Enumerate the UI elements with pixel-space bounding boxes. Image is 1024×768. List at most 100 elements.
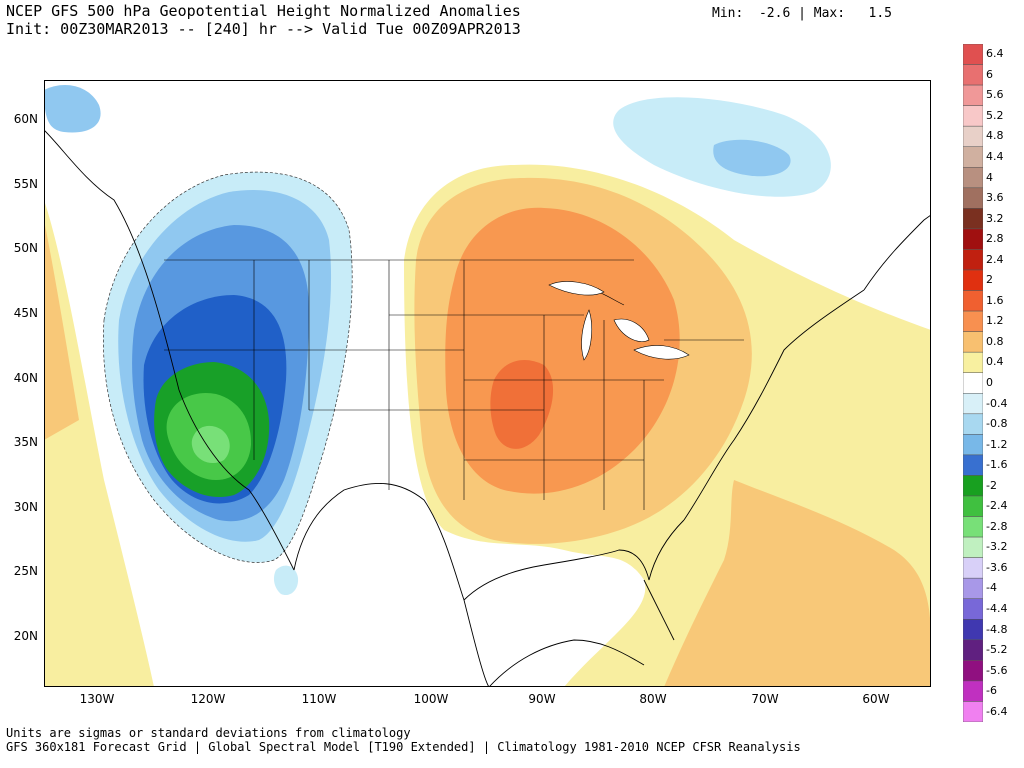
colorbar-swatch [963,372,983,394]
title-line-2: Init: 00Z30MAR2013 -- [240] hr --> Valid… [6,20,521,38]
colorbar-label: -4.4 [986,602,1008,615]
lat-label: 40N [13,371,38,385]
colorbar-swatch [963,516,983,538]
colorbar-label: 6 [986,67,993,81]
colorbar-swatch [963,495,983,517]
colorbar-swatch [963,290,983,312]
colorbar-label: -4 [986,581,997,595]
colorbar-label: 2.4 [986,252,1004,266]
positive-anomaly-west-strip [44,200,154,687]
colorbar-label: 3.2 [986,211,1004,225]
lon-label: 90W [528,692,556,706]
negative-anomaly-nw-patch [44,85,101,133]
footer-source-note: GFS 360x181 Forecast Grid | Global Spect… [6,740,801,754]
footer-units-note: Units are sigmas or standard deviations … [6,726,411,740]
colorbar-label: -1.2 [986,437,1008,451]
colorbar-swatch [963,125,983,147]
lon-label: 80W [639,692,667,706]
lat-label: 20N [13,629,38,643]
colorbar-label: 5.6 [986,88,1004,102]
colorbar-label: -2.4 [986,499,1008,513]
colorbar-label: -3.2 [986,540,1008,554]
negative-anomaly-ne-core [713,139,791,177]
colorbar-swatch [963,84,983,106]
colorbar-label: -0.8 [986,417,1008,431]
colorbar-label: -2.8 [986,519,1008,533]
great-lakes [548,281,690,361]
colorbar-label: 3.6 [986,191,1004,205]
lat-label: 30N [13,500,38,514]
colorbar-label: 1.6 [986,293,1004,307]
colorbar-label: 6.4 [986,47,1004,61]
lat-label: 45N [13,306,38,320]
colorbar-label: -3.6 [986,560,1008,574]
colorbar-label: -5.2 [986,643,1008,657]
colorbar-label: 1.2 [986,314,1004,328]
lat-label: 25N [13,564,38,578]
colorbar-label: -1.6 [986,458,1008,472]
colorbar-swatch [963,228,983,250]
colorbar-label: 0.4 [986,355,1004,369]
colorbar-swatch [963,393,983,415]
colorbar-label: 2 [986,273,993,287]
colorbar-label: -4.8 [986,622,1008,636]
colorbar-swatch [963,351,983,373]
colorbar-label: 5.2 [986,108,1004,122]
colorbar-swatch [963,64,983,86]
anomaly-map [44,80,931,687]
colorbar-swatch [963,167,983,189]
positive-anomaly-0.8-west [44,220,79,440]
colorbar-swatch [963,44,983,65]
colorbar-swatch [963,598,983,620]
colorbar-swatch [963,536,983,558]
negative-anomaly-baja-patch [273,565,299,596]
colorbar-swatch [963,577,983,599]
colorbar-swatch [963,639,983,661]
colorbar-swatch [963,208,983,230]
colorbar-swatch [963,557,983,579]
lon-label: 70W [751,692,779,706]
colorbar-swatch [963,680,983,702]
colorbar-swatch [963,249,983,271]
lon-label: 100W [413,692,449,706]
colorbar [963,44,983,722]
colorbar-label: -2 [986,478,997,492]
colorbar-swatch [963,475,983,497]
lat-label: 50N [13,241,38,255]
state-borders [164,259,744,510]
lat-label: 60N [13,112,38,126]
negative-contour-dashed [103,171,353,563]
colorbar-swatch [963,660,983,682]
coastlines [44,129,931,687]
colorbar-label: 4.8 [986,129,1004,143]
colorbar-swatch [963,310,983,332]
lon-label: 110W [301,692,337,706]
colorbar-swatch [963,269,983,291]
positive-anomaly-0.8-atlantic [664,480,931,687]
colorbar-label: 0 [986,376,993,389]
colorbar-label: 2.8 [986,232,1004,246]
title-line-1: NCEP GFS 500 hPa Geopotential Height Nor… [6,2,521,20]
colorbar-swatch [963,187,983,209]
lon-label: 60W [862,692,890,706]
colorbar-label: 4 [986,170,993,184]
colorbar-label: 4.4 [986,150,1004,163]
colorbar-label: -0.4 [986,396,1008,410]
map-frame [44,80,931,687]
colorbar-swatch [963,413,983,435]
colorbar-label: -6 [986,684,997,698]
lat-label: 55N [13,177,38,191]
colorbar-label: 0.8 [986,334,1004,348]
colorbar-swatch [963,619,983,641]
colorbar-swatch [963,146,983,168]
colorbar-swatch [963,434,983,456]
colorbar-label: -6.4 [986,704,1008,718]
positive-anomaly-1.6-region [490,360,554,449]
negative-anomaly-2.4-core [191,425,230,464]
lat-label: 35N [13,435,38,449]
colorbar-swatch [963,454,983,476]
colorbar-label: -5.6 [986,663,1008,677]
colorbar-swatch [963,331,983,353]
colorbar-swatch [963,701,983,722]
positive-anomaly-south-strip [44,600,154,687]
